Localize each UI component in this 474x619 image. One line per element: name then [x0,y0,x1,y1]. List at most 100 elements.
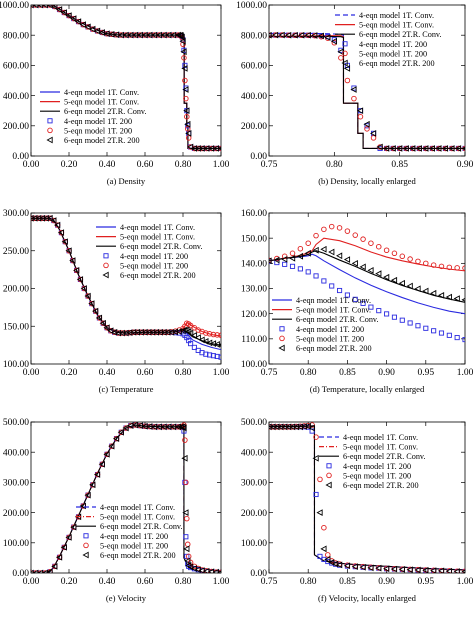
data-point-triangle-left [41,569,48,573]
data-point-triangle-left [108,442,115,450]
data-point-triangle-left [316,509,323,516]
legend-label: 5-eqn model 1T. 200 [296,334,364,343]
legend: 4-eqn model 1T. Conv.5-eqn model 1T. Con… [335,11,442,68]
data-point-triangle-left [217,570,221,573]
data-point-triangle-left [160,328,167,336]
data-point-triangle-left [60,9,67,16]
data-point-triangle-left [70,523,77,531]
data-point-triangle-left [312,454,319,462]
x-tick-label: 0.80 [300,368,317,378]
y-tick-label: 200.00 [3,285,29,295]
legend-swatch-marker [83,542,89,549]
data-point-square [183,534,189,540]
data-point-triangle-left [330,37,337,45]
data-point-triangle-left [65,247,72,255]
legend-swatch-marker [103,253,109,259]
y-tick-label: 400.00 [3,92,29,102]
legend-swatch-marker [47,118,53,124]
data-point-triangle-left [367,267,374,274]
data-point-triangle-left [141,328,148,336]
data-point-triangle-left [343,65,351,72]
legend-label: 5-eqn model 1T. 200 [359,49,427,58]
x-tick-label: 1.00 [213,368,230,378]
y-tick-label: 140.00 [241,260,267,270]
data-point-triangle-left [202,337,209,345]
data-point-circle [214,332,220,338]
data-point-triangle-left [84,292,91,300]
y-tick-label: 400.00 [241,448,267,458]
legend-swatch-marker [83,533,89,539]
data-point-triangle-left [351,259,358,267]
legend: 4-eqn model 1T. Conv.5-eqn model 1T. Con… [319,433,426,490]
x-tick-label: 0.00 [23,160,40,170]
legend-label: 5-eqn model 1T. Conv. [359,21,434,30]
data-point-square [344,292,350,298]
data-point-triangle-left [76,276,84,283]
data-point-circle [454,265,460,271]
legend-swatch-marker [342,50,348,57]
chart-panel-1: 0.75 0.80 0.85 0.90 0.00 200.00 400.00 600.00 80… [236,1,473,186]
data-point-triangle-left [359,563,366,571]
data-point-triangle-left [137,328,144,336]
data-point-triangle-left [406,282,413,290]
y-tick-label: 300.00 [3,209,29,219]
data-point-circle [182,437,188,443]
data-point-circle [305,240,311,246]
data-point-circle [317,476,323,483]
legend-swatch-marker [102,271,109,279]
x-tick-label: 0.20 [61,577,78,587]
data-point-triangle-left [428,145,435,152]
x-tick-label: 0.60 [137,577,154,587]
x-tick-label: 1.00 [457,577,474,587]
data-point-triangle-left [198,336,205,344]
data-point-circle [33,570,39,573]
data-point-circle [47,5,53,8]
legend-swatch-marker [279,326,285,332]
data-point-triangle-left [127,422,134,429]
chart-panel-4: 0.00 0.20 0.40 0.60 0.80 1.00 0.00 100.00 200.00… [3,418,230,603]
legend-label: 4-eqn model 1T. 200 [100,532,168,541]
data-point-triangle-left [187,329,194,337]
x-tick-label: 0.20 [61,368,78,378]
data-point-triangle-left [383,565,390,573]
legend-label: 6-eqn model 2T.R. Conv. [359,30,442,39]
data-point-triangle-left [367,564,374,572]
data-point-triangle-left [156,328,163,336]
legend-label: 4-eqn model 1T. 200 [343,462,411,471]
y-tick-label: 400.00 [3,448,29,458]
data-point-triangle-left [437,291,445,299]
data-point-triangle-left [179,37,186,45]
data-point-circle [289,250,296,257]
data-point-triangle-left [65,534,72,541]
data-point-circle [328,223,335,230]
legend-label: 6-eqn model 2T.R. 200 [296,344,372,353]
legend-label: 6-eqn model 2T.R. 200 [359,59,435,68]
y-tick-label: 0.00 [12,152,29,162]
data-point-circle [368,240,374,246]
legend-label: 4-eqn model 1T. 200 [120,252,188,261]
data-point-triangle-left [336,252,343,260]
data-point-triangle-left [184,557,191,565]
data-point-triangle-left [42,214,49,222]
legend-label: 4-eqn model 1T. Conv. [359,11,434,20]
data-point-triangle-left [51,563,58,570]
data-point-square [423,325,429,331]
data-point-triangle-left [50,217,57,224]
data-point-triangle-left [312,246,319,254]
data-point-triangle-left [98,29,105,36]
data-point-triangle-left [194,145,201,152]
data-point-circle [185,135,192,141]
data-point-circle [297,245,304,252]
data-point-triangle-left [183,545,190,553]
data-point-triangle-left [89,481,96,489]
data-point-triangle-left [461,146,465,151]
data-point-square [360,300,366,306]
data-point-triangle-left [73,267,80,274]
data-point-circle [415,258,421,265]
data-point-triangle-left [396,145,403,152]
legend-label: 4-eqn model 1T. 200 [359,40,427,49]
data-point-triangle-left [320,545,327,553]
data-point-triangle-left [183,107,190,115]
data-point-square [384,311,390,317]
data-point-triangle-left [178,33,185,41]
